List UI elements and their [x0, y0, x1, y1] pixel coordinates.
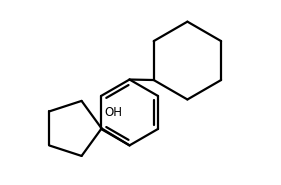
- Text: OH: OH: [105, 106, 123, 120]
